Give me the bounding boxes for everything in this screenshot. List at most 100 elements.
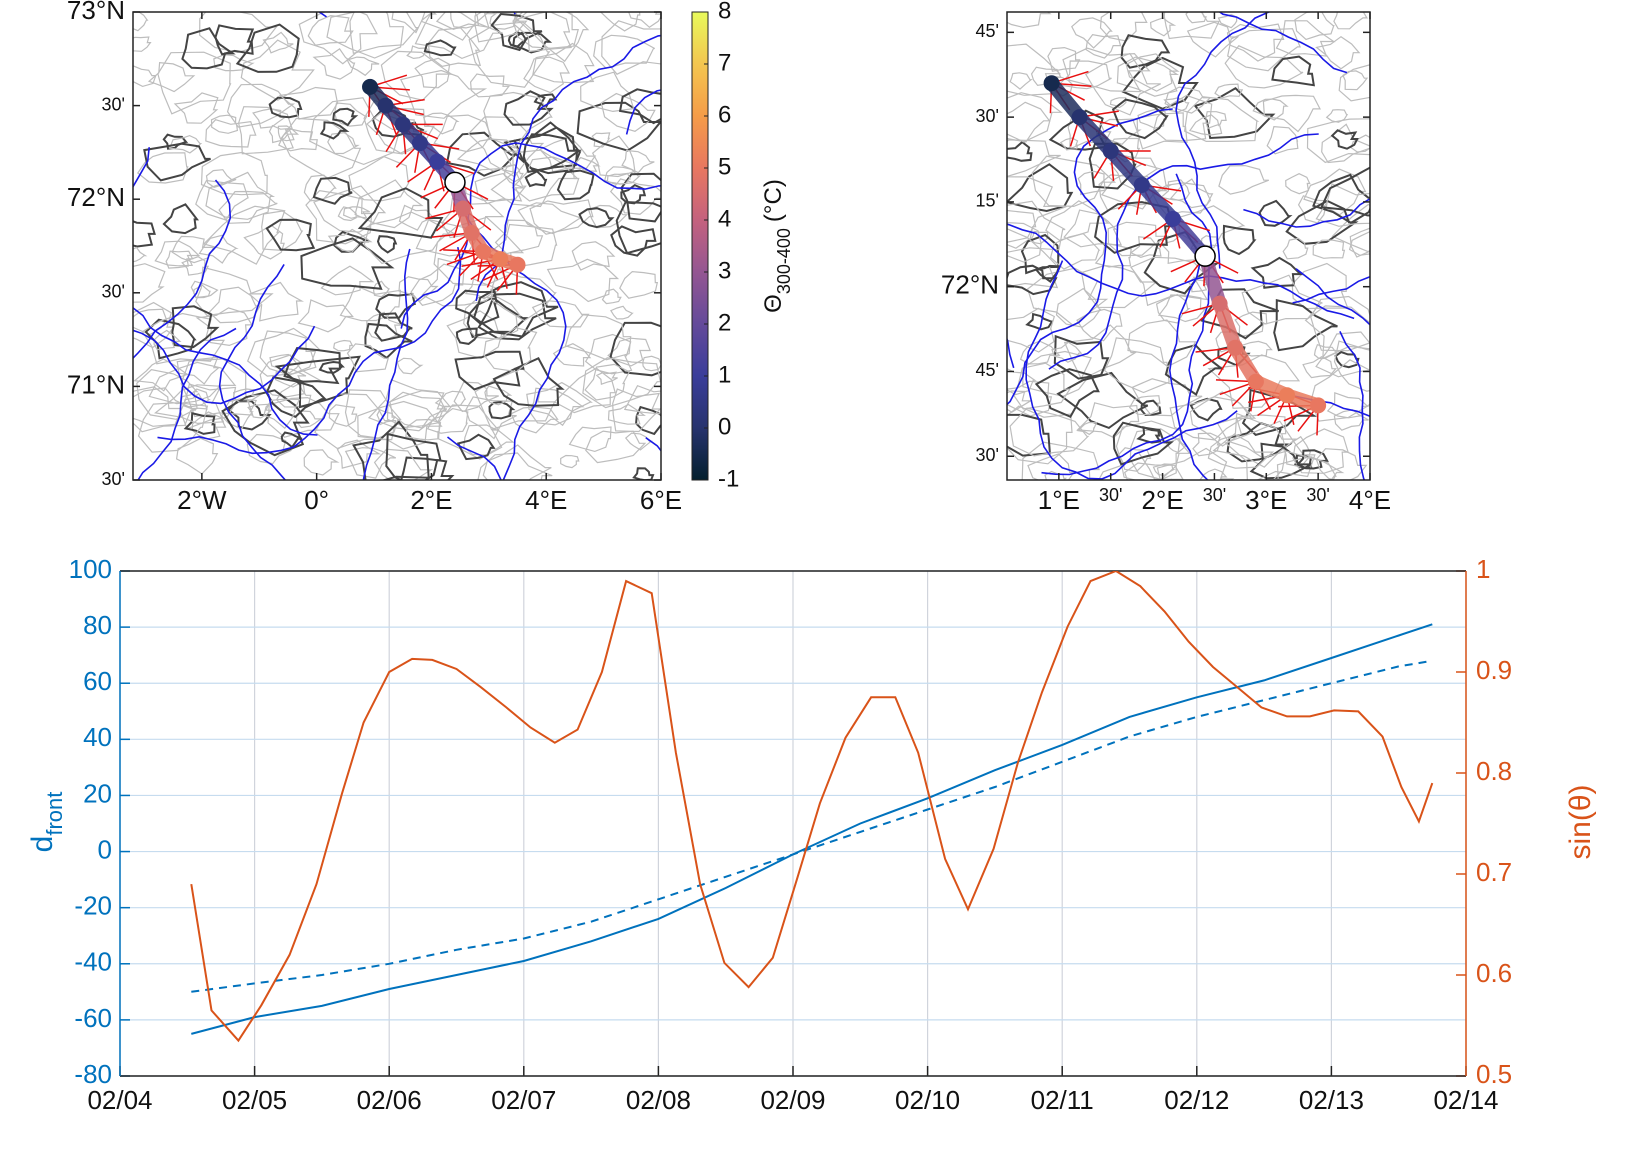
plot-area [190, 571, 1434, 1043]
contour [607, 403, 646, 425]
contour [1258, 199, 1293, 227]
contour [490, 268, 557, 322]
contour [214, 24, 255, 56]
contour [190, 280, 219, 299]
contour [233, 388, 262, 403]
contour [1241, 274, 1323, 325]
contour [619, 270, 659, 299]
contour [1159, 179, 1191, 201]
contour [363, 99, 435, 155]
contour [1330, 129, 1359, 150]
contour [334, 102, 368, 127]
contour [1199, 468, 1228, 480]
contour [623, 384, 661, 415]
contour [532, 42, 595, 84]
contour [511, 156, 580, 202]
drifter-track [1243, 197, 1370, 228]
contour [1097, 451, 1173, 480]
contour [463, 296, 522, 340]
contour [157, 51, 232, 115]
contour [333, 339, 354, 352]
contour [1250, 256, 1303, 289]
contour [490, 12, 543, 52]
track-point [429, 153, 446, 170]
drifter-track [1339, 331, 1366, 480]
contour [319, 121, 350, 140]
contour [454, 350, 525, 391]
contour [298, 12, 378, 65]
y-tick-label: 30' [102, 94, 125, 114]
x-tick-label: 02/05 [222, 1085, 287, 1115]
contour [1063, 324, 1138, 381]
drifter-track [218, 263, 287, 480]
contour [1021, 441, 1100, 480]
contour [1325, 109, 1349, 123]
contour [1285, 173, 1311, 195]
contour [1063, 209, 1123, 248]
contour [261, 210, 304, 252]
x-tick-label: 2°E [1141, 485, 1183, 515]
contour [133, 220, 156, 248]
contour [621, 149, 655, 174]
contour [1103, 337, 1170, 394]
contour [202, 205, 286, 265]
contour [168, 134, 203, 154]
contour [607, 337, 651, 367]
drifter-track [400, 142, 661, 329]
drifter-track [1048, 133, 1319, 370]
contour [1292, 428, 1349, 474]
contour [435, 12, 497, 30]
contour [1007, 209, 1037, 249]
x-tick-label: 02/13 [1299, 1085, 1364, 1115]
contour [307, 14, 354, 46]
drifter-track [1041, 173, 1213, 476]
contour [1109, 97, 1127, 109]
contour [410, 263, 465, 306]
contour [1205, 111, 1227, 130]
contour [531, 300, 590, 328]
contour [414, 12, 503, 60]
contour [484, 385, 513, 406]
colorbar-tick-label: 5 [718, 153, 731, 180]
contour [1304, 305, 1370, 360]
contour [339, 284, 402, 322]
contour [507, 31, 530, 48]
contour [1333, 12, 1368, 30]
contour [1338, 64, 1370, 102]
contour [1313, 343, 1338, 359]
contour [336, 439, 382, 469]
contour [455, 289, 500, 326]
y-tick-label: 0 [98, 834, 112, 864]
contour [198, 234, 239, 264]
contour [564, 314, 632, 361]
contour [1224, 45, 1304, 89]
y2-axis-label: sin(θ) [1564, 784, 1597, 859]
contour [1115, 420, 1182, 480]
contour [265, 218, 316, 252]
contour [1321, 123, 1370, 164]
y-axis-label: dfront [26, 792, 67, 853]
contour [1262, 94, 1321, 133]
contour [1116, 56, 1180, 97]
contour [283, 347, 341, 385]
contour [1149, 17, 1177, 37]
contour [612, 388, 661, 433]
contour [1296, 449, 1329, 470]
contour [492, 357, 565, 407]
contour [426, 407, 469, 434]
x-tick-label: 02/09 [760, 1085, 825, 1115]
contour [274, 368, 307, 388]
y-tick-label: 72°N [941, 270, 999, 300]
contour [280, 117, 362, 179]
contour [153, 329, 182, 351]
contour [180, 388, 211, 408]
contour [268, 96, 303, 119]
contour [1007, 12, 1052, 29]
contour [620, 183, 647, 205]
contour [635, 405, 661, 436]
contour [205, 169, 237, 188]
contour [208, 286, 262, 324]
contour [1118, 447, 1152, 472]
contour [133, 358, 188, 392]
contour [609, 321, 661, 377]
